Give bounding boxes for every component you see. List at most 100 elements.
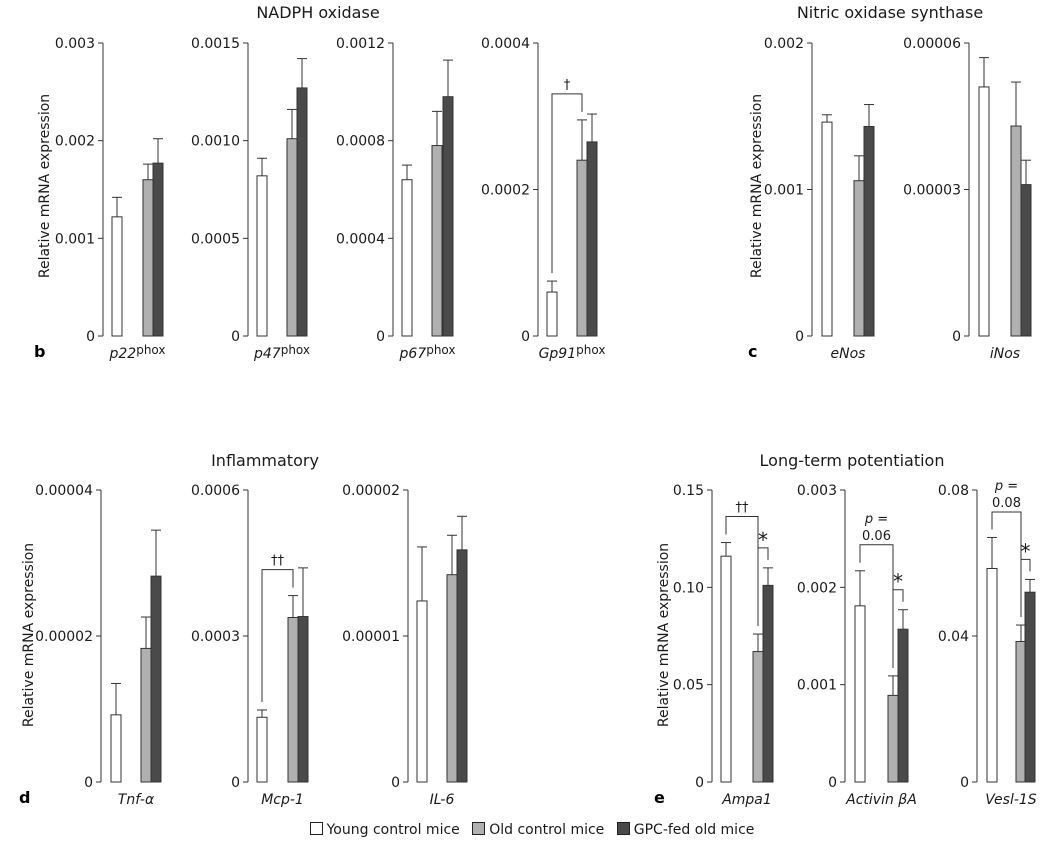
plot-ampa1: 0 0.05 0.10 0.15 Ampa1 †† *	[673, 483, 774, 808]
bar-p67-young	[401, 179, 413, 337]
category-label-p47: p47phox	[253, 343, 310, 362]
plot-vesl-1s: 0 0.04 0.08 Vesl-1S p = 0.08 *	[938, 479, 1037, 808]
significance-star-ampa1: *	[758, 528, 768, 552]
significance-dagger-ampa1: ††	[736, 501, 750, 516]
significance-bracket-activin-a	[892, 589, 904, 668]
category-label-p67: p67phox	[399, 343, 456, 362]
y-tick-label-gp91: 0.0004	[481, 36, 530, 52]
legend-swatch-young	[309, 822, 323, 835]
y-tick-label-tnf: 0.00004	[35, 483, 93, 499]
legend-item-young: Young control mice	[309, 822, 460, 838]
bar-ampa1-young	[720, 555, 732, 783]
bar-tnf-gpc	[150, 575, 162, 783]
panel-letter-d: d	[19, 788, 30, 807]
bar-ampa1-old	[752, 651, 764, 783]
legend-label-old: Old control mice	[489, 822, 605, 838]
bar-inos-gpc	[1020, 184, 1032, 337]
panel-letter-e: e	[654, 788, 665, 807]
bar-gp91-young	[546, 291, 558, 337]
y-tick-label-tnf: 0	[84, 775, 93, 791]
plot-inos: 0 0.00003 0.00006 iNos	[903, 36, 1032, 362]
ylabel-c: Relative mRNA expression	[749, 94, 765, 278]
title-nitric-oxidase-synthase: Nitric oxidase synthase	[797, 3, 983, 22]
y-tick-label-activin-a: 0.001	[797, 678, 837, 694]
bar-gp91-old	[576, 159, 588, 337]
plot-gp91: 0 0.0002 0.0004 Gp91phox †	[481, 36, 605, 362]
title-nadph-oxidase: NADPH oxidase	[256, 3, 379, 22]
y-tick-label-il-6: 0.00002	[342, 483, 400, 499]
y-tick-label-inos: 0.00006	[903, 36, 961, 52]
legend-item-old: Old control mice	[472, 822, 604, 838]
plot-enos: 0 0.001 0.002 eNos	[764, 36, 875, 362]
y-tick-label-p22: 0.002	[55, 134, 95, 150]
y-tick-label-p22: 0	[86, 329, 95, 345]
bar-vesl-1s-young	[986, 567, 998, 783]
bar-enos-gpc	[863, 126, 875, 337]
bar-mcp-1-old	[287, 617, 299, 783]
significance-dagger-mcp-1: ††	[271, 554, 285, 569]
significance-dagger-gp91: †	[564, 78, 571, 93]
bar-p22-old	[142, 179, 154, 337]
bar-ampa1-gpc	[762, 584, 774, 783]
bar-gp91-gpc	[586, 141, 598, 337]
plot-mcp-1: 0 0.0003 0.0006 Mcp-1 ††	[191, 483, 309, 808]
y-tick-label-p22: 0.003	[55, 36, 95, 52]
y-tick-label-p47: 0.0010	[191, 134, 240, 150]
bar-inos-old	[1010, 125, 1022, 337]
category-label-inos: iNos	[990, 346, 1020, 362]
y-tick-label-mcp-1: 0.0006	[191, 483, 240, 499]
y-tick-label-activin-a: 0	[828, 775, 837, 791]
p-value-vesl-1s: 0.08	[992, 496, 1021, 511]
significance-bracket-ampa1	[757, 547, 769, 627]
y-tick-label-inos: 0	[952, 329, 961, 345]
ylabel-e: Relative mRNA expression	[656, 543, 672, 727]
category-label-vesl-1s: Vesl-1S	[985, 792, 1037, 808]
y-tick-label-vesl-1s: 0.04	[938, 629, 969, 645]
y-tick-label-activin-a: 0.003	[797, 483, 837, 499]
bar-p67-old	[431, 145, 443, 337]
category-label-tnf: Tnf-α	[118, 792, 155, 808]
title-long-term-potentiation: Long-term potentiation	[760, 451, 945, 470]
legend-label-gpc: GPC-fed old mice	[633, 822, 755, 838]
significance-bracket-mcp-1	[261, 569, 294, 702]
y-tick-label-enos: 0	[795, 329, 804, 345]
y-tick-label-gp91: 0.0002	[481, 183, 530, 199]
legend: Young control mice Old control mice GPC-…	[0, 822, 1064, 838]
bar-p47-gpc	[296, 87, 308, 337]
bar-inos-young	[978, 86, 990, 337]
y-tick-label-p22: 0.001	[55, 231, 95, 247]
bar-enos-young	[821, 121, 833, 337]
legend-swatch-old	[472, 822, 486, 835]
y-tick-label-activin-a: 0.002	[797, 580, 837, 596]
bar-p47-old	[286, 138, 298, 337]
plot-tnf: 0 0.00002 0.00004 Tnf-α	[35, 483, 162, 808]
panel-letter-b: b	[34, 342, 45, 361]
y-tick-label-p67: 0.0008	[336, 134, 385, 150]
bar-p67-gpc	[442, 96, 454, 337]
plot-il-6: 0 0.00001 0.00002 IL-6	[342, 483, 468, 808]
category-label-gp91: Gp91phox	[539, 343, 606, 362]
y-tick-label-ampa1: 0	[695, 775, 704, 791]
category-label-p22: p22phox	[109, 343, 166, 362]
p-value-prefix-activin-a: p =	[864, 512, 888, 527]
bar-mcp-1-gpc	[297, 616, 309, 783]
p-value-activin-a: 0.06	[862, 529, 891, 544]
category-label-activin-a: Activin βA	[845, 792, 917, 808]
p-value-prefix-vesl-1s: p =	[994, 479, 1018, 494]
y-tick-label-p67: 0.0004	[336, 231, 385, 247]
panel-letter-c: c	[748, 342, 757, 361]
bar-p47-young	[256, 175, 268, 337]
bar-enos-old	[853, 180, 865, 337]
y-tick-label-il-6: 0	[391, 775, 400, 791]
plot-p47: 0 0.0005 0.0010 0.0015 p47phox	[191, 36, 310, 362]
y-tick-label-vesl-1s: 0	[960, 775, 969, 791]
legend-label-young: Young control mice	[326, 822, 460, 838]
significance-bracket-vesl-1s	[1020, 558, 1031, 618]
title-inflammatory: Inflammatory	[211, 451, 319, 470]
bar-p22-young	[111, 216, 123, 337]
bar-tnf-young	[110, 714, 122, 783]
plot-activin-a: 0 0.001 0.002 0.003 Activin βA p = 0.06 *	[797, 483, 917, 808]
bar-il-6-gpc	[456, 549, 468, 783]
plot-p22: 0 0.001 0.002 0.003 p22phox	[55, 36, 166, 362]
y-tick-label-enos: 0.002	[764, 36, 804, 52]
